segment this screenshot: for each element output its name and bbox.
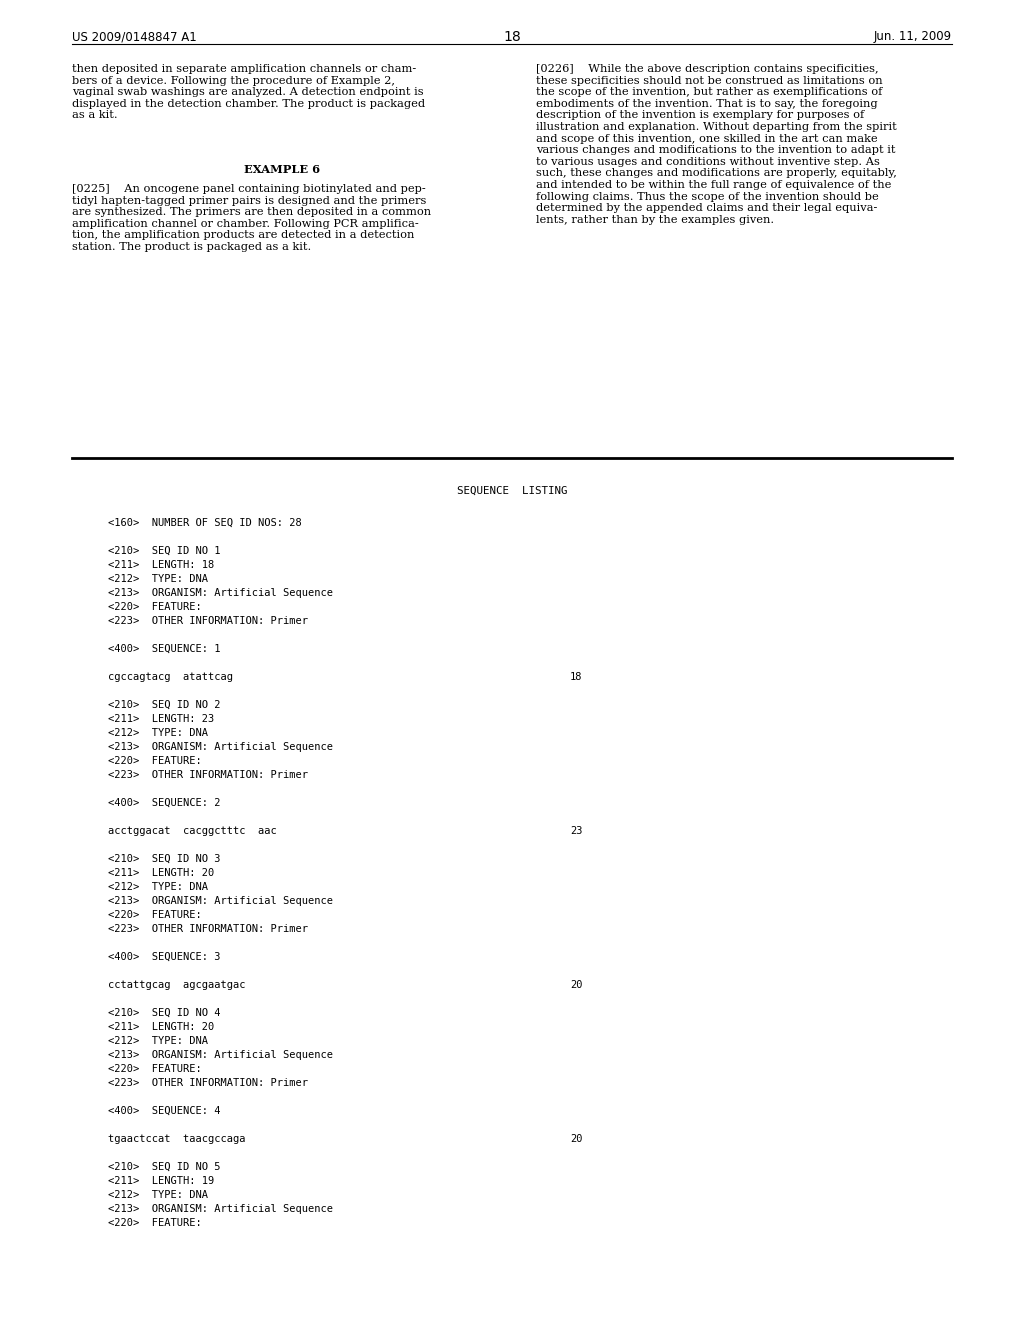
- Text: <223>  OTHER INFORMATION: Primer: <223> OTHER INFORMATION: Primer: [108, 924, 308, 935]
- Text: <220>  FEATURE:: <220> FEATURE:: [108, 1218, 202, 1228]
- Text: <212>  TYPE: DNA: <212> TYPE: DNA: [108, 729, 208, 738]
- Text: <400>  SEQUENCE: 3: <400> SEQUENCE: 3: [108, 952, 220, 962]
- Text: <213>  ORGANISM: Artificial Sequence: <213> ORGANISM: Artificial Sequence: [108, 1204, 333, 1214]
- Text: <223>  OTHER INFORMATION: Primer: <223> OTHER INFORMATION: Primer: [108, 616, 308, 626]
- Text: <400>  SEQUENCE: 1: <400> SEQUENCE: 1: [108, 644, 220, 653]
- Text: <213>  ORGANISM: Artificial Sequence: <213> ORGANISM: Artificial Sequence: [108, 587, 333, 598]
- Text: <210>  SEQ ID NO 2: <210> SEQ ID NO 2: [108, 700, 220, 710]
- Text: <220>  FEATURE:: <220> FEATURE:: [108, 756, 202, 766]
- Text: <212>  TYPE: DNA: <212> TYPE: DNA: [108, 1191, 208, 1200]
- Text: <220>  FEATURE:: <220> FEATURE:: [108, 909, 202, 920]
- Text: <400>  SEQUENCE: 2: <400> SEQUENCE: 2: [108, 799, 220, 808]
- Text: cctattgcag  agcgaatgac: cctattgcag agcgaatgac: [108, 979, 246, 990]
- Text: <211>  LENGTH: 19: <211> LENGTH: 19: [108, 1176, 214, 1185]
- Text: <220>  FEATURE:: <220> FEATURE:: [108, 1064, 202, 1074]
- Text: <160>  NUMBER OF SEQ ID NOS: 28: <160> NUMBER OF SEQ ID NOS: 28: [108, 517, 302, 528]
- Text: <212>  TYPE: DNA: <212> TYPE: DNA: [108, 574, 208, 583]
- Text: EXAMPLE 6: EXAMPLE 6: [244, 164, 319, 176]
- Text: <210>  SEQ ID NO 4: <210> SEQ ID NO 4: [108, 1008, 220, 1018]
- Text: [0225]    An oncogene panel containing biotinylated and pep-
tidyl hapten-tagged: [0225] An oncogene panel containing biot…: [72, 183, 431, 252]
- Text: <213>  ORGANISM: Artificial Sequence: <213> ORGANISM: Artificial Sequence: [108, 896, 333, 906]
- Text: <400>  SEQUENCE: 4: <400> SEQUENCE: 4: [108, 1106, 220, 1115]
- Text: 23: 23: [570, 826, 583, 836]
- Text: <211>  LENGTH: 18: <211> LENGTH: 18: [108, 560, 214, 570]
- Text: <211>  LENGTH: 20: <211> LENGTH: 20: [108, 869, 214, 878]
- Text: US 2009/0148847 A1: US 2009/0148847 A1: [72, 30, 197, 44]
- Text: <211>  LENGTH: 20: <211> LENGTH: 20: [108, 1022, 214, 1032]
- Text: 18: 18: [503, 30, 521, 44]
- Text: <220>  FEATURE:: <220> FEATURE:: [108, 602, 202, 612]
- Text: <213>  ORGANISM: Artificial Sequence: <213> ORGANISM: Artificial Sequence: [108, 1049, 333, 1060]
- Text: [0226]    While the above description contains specificities,
these specificitie: [0226] While the above description conta…: [536, 63, 897, 224]
- Text: 20: 20: [570, 1134, 583, 1144]
- Text: <210>  SEQ ID NO 5: <210> SEQ ID NO 5: [108, 1162, 220, 1172]
- Text: tgaactccat  taacgccaga: tgaactccat taacgccaga: [108, 1134, 246, 1144]
- Text: <210>  SEQ ID NO 1: <210> SEQ ID NO 1: [108, 546, 220, 556]
- Text: Jun. 11, 2009: Jun. 11, 2009: [873, 30, 952, 44]
- Text: acctggacat  cacggctttc  aac: acctggacat cacggctttc aac: [108, 826, 276, 836]
- Text: <212>  TYPE: DNA: <212> TYPE: DNA: [108, 882, 208, 892]
- Text: <213>  ORGANISM: Artificial Sequence: <213> ORGANISM: Artificial Sequence: [108, 742, 333, 752]
- Text: <223>  OTHER INFORMATION: Primer: <223> OTHER INFORMATION: Primer: [108, 1078, 308, 1088]
- Text: cgccagtacg  atattcag: cgccagtacg atattcag: [108, 672, 233, 682]
- Text: 18: 18: [570, 672, 583, 682]
- Text: then deposited in separate amplification channels or cham-
bers of a device. Fol: then deposited in separate amplification…: [72, 63, 425, 120]
- Text: <211>  LENGTH: 23: <211> LENGTH: 23: [108, 714, 214, 723]
- Text: SEQUENCE  LISTING: SEQUENCE LISTING: [457, 486, 567, 496]
- Text: <210>  SEQ ID NO 3: <210> SEQ ID NO 3: [108, 854, 220, 865]
- Text: <223>  OTHER INFORMATION: Primer: <223> OTHER INFORMATION: Primer: [108, 770, 308, 780]
- Text: <212>  TYPE: DNA: <212> TYPE: DNA: [108, 1036, 208, 1045]
- Text: 20: 20: [570, 979, 583, 990]
